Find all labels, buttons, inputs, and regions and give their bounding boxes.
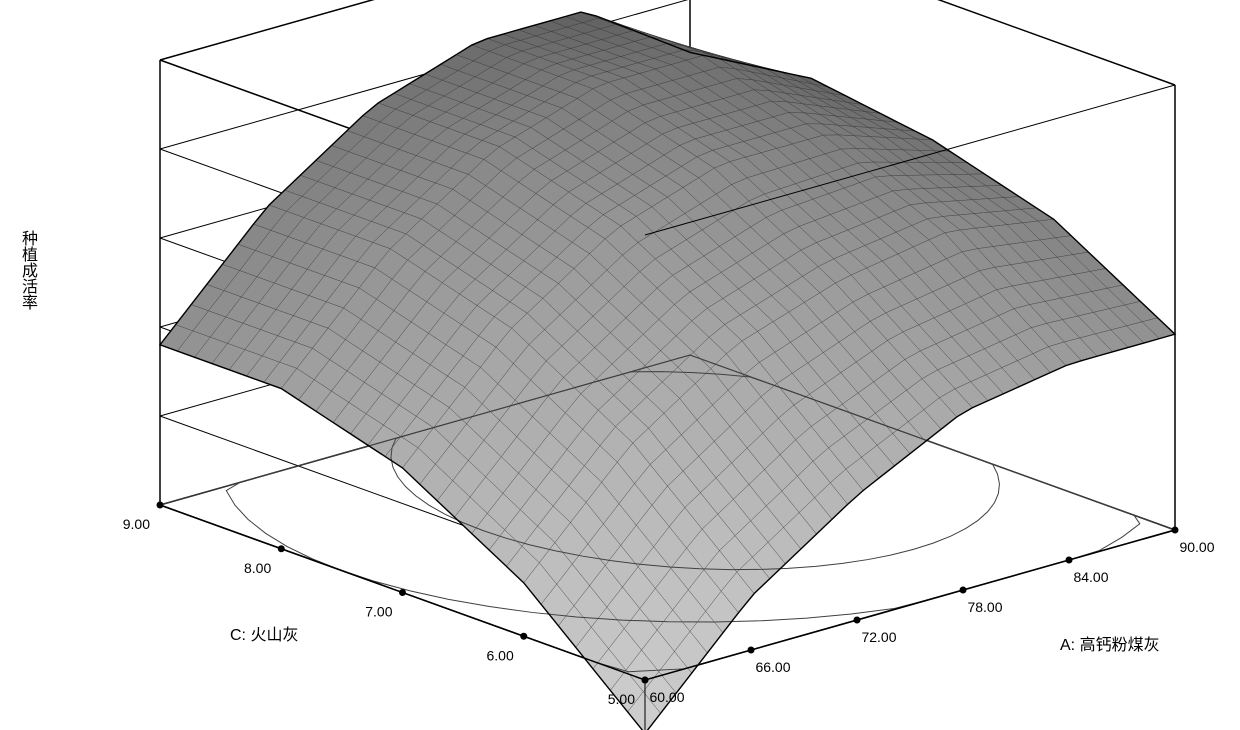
svg-text:C: 火山灰: C: 火山灰 [230,626,298,644]
svg-text:7.00: 7.00 [365,604,392,620]
svg-text:90.00: 90.00 [1179,539,1214,555]
svg-text:78.00: 78.00 [967,599,1002,615]
svg-text:60.00: 60.00 [649,689,684,705]
svg-text:84.00: 84.00 [1073,569,1108,585]
svg-text:A: 高钙粉煤灰: A: 高钙粉煤灰 [1060,636,1160,654]
svg-text:6.00: 6.00 [487,647,514,663]
surface-svg: 758085909510060.0066.0072.0078.0084.0090… [0,0,1240,730]
svg-text:72.00: 72.00 [861,629,896,645]
svg-text:9.00: 9.00 [123,516,150,532]
svg-text:8.00: 8.00 [244,560,271,576]
surface-chart: 758085909510060.0066.0072.0078.0084.0090… [0,0,1240,730]
svg-text:66.00: 66.00 [755,659,790,675]
z-axis-label: 种植成活率 [15,230,39,310]
